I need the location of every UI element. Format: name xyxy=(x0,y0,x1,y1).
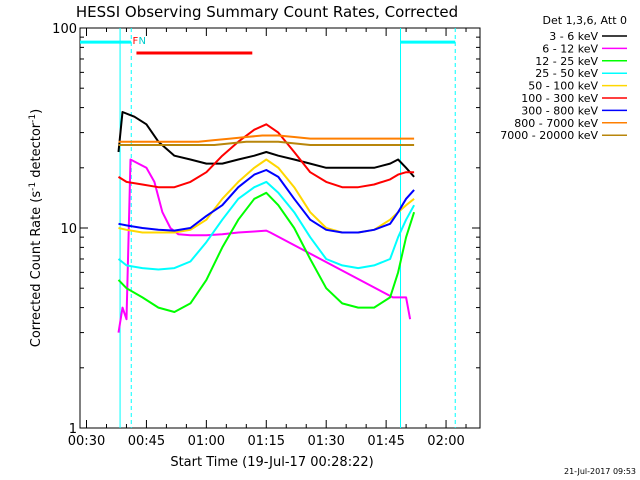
y-tick-label-2: 100 xyxy=(52,22,77,37)
legend-label-5: 100 - 300 keV xyxy=(521,92,598,105)
y-tick-label-1: 10 xyxy=(60,222,77,237)
y-axis-label-end: ) xyxy=(29,109,44,114)
y-axis-label-main: Corrected Count Rate (s xyxy=(29,191,44,348)
axes-layer: 00:30 00:45 01:00 01:15 01:30 01:45 02:00 1 10 10… xyxy=(52,22,480,449)
legend-label-0: 3 - 6 keV xyxy=(549,30,598,43)
y-axis-label-sup2: -1 xyxy=(28,114,38,123)
series-line-3 xyxy=(117,180,415,271)
legend-header: Det 1,3,6, Att 0 xyxy=(543,14,627,27)
series-line-4 xyxy=(118,158,415,234)
legend-label-1: 6 - 12 keV xyxy=(542,42,598,55)
legend-label-4: 50 - 100 keV xyxy=(528,80,598,93)
y-axis-label: Corrected Count Rate (s-1 detector-1) xyxy=(28,109,44,347)
series-line-0 xyxy=(117,111,415,178)
series-line-5 xyxy=(117,123,415,189)
legend-label-3: 25 - 50 keV xyxy=(535,67,598,80)
series-line-8 xyxy=(118,140,415,146)
annotation-f: F xyxy=(132,36,138,47)
series-line-2 xyxy=(117,191,416,313)
series-layer xyxy=(117,111,416,333)
series-line-6 xyxy=(118,169,415,234)
series-line-1 xyxy=(117,158,412,333)
legend-label-2: 12 - 25 keV xyxy=(535,55,598,68)
x-tick-label-3: 01:15 xyxy=(248,434,285,449)
x-tick-label-2: 01:00 xyxy=(188,434,225,449)
x-tick-label-5: 01:45 xyxy=(367,434,404,449)
legend-label-8: 7000 - 20000 keV xyxy=(500,129,598,142)
legend-label-6: 300 - 800 keV xyxy=(521,104,598,117)
x-tick-label-4: 01:30 xyxy=(307,434,344,449)
y-axis-label-sup1: -1 xyxy=(28,182,38,191)
x-axis-label: Start Time (19-Jul-17 00:28:22) xyxy=(170,455,373,470)
chart-title: HESSI Observing Summary Count Rates, Cor… xyxy=(76,3,458,21)
x-tick-label-6: 02:00 xyxy=(427,434,464,449)
y-tick-label-0: 1 xyxy=(69,422,77,437)
x-tick-label-1: 00:45 xyxy=(128,434,165,449)
series-line-7 xyxy=(118,134,415,143)
x-tick-label-0: 00:30 xyxy=(68,434,105,449)
y-axis-label-mid: detector xyxy=(29,122,44,182)
footer-date: 21-Jul-2017 09:53 xyxy=(564,467,636,476)
annotation-n: N xyxy=(138,36,145,47)
legend-label-7: 800 - 7000 keV xyxy=(514,117,598,130)
